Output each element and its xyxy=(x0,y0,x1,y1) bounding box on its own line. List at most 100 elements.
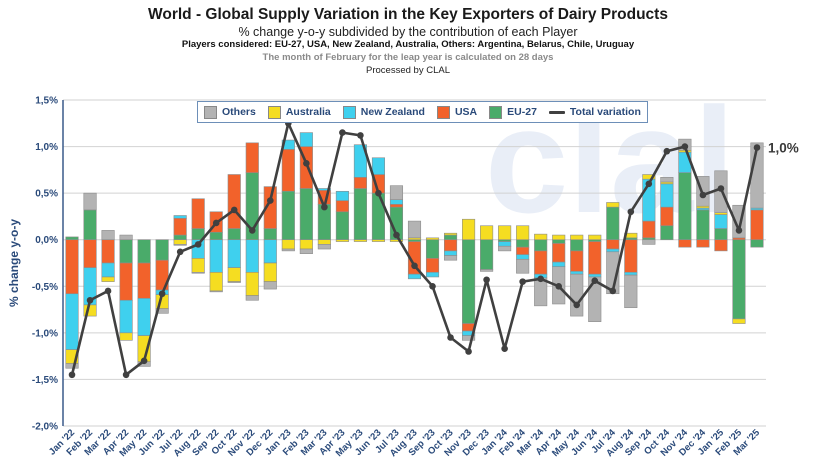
legend-item-usa[interactable]: USA xyxy=(436,105,478,119)
bar-others xyxy=(642,239,656,245)
total-variation-point xyxy=(303,160,310,167)
bar-australia xyxy=(516,225,530,241)
bar-others xyxy=(317,244,331,250)
bar-usa xyxy=(516,246,530,255)
bar-australia xyxy=(191,258,205,273)
bar-australia xyxy=(642,174,656,180)
total-variation-point xyxy=(176,248,184,256)
bar-others xyxy=(516,258,530,274)
total-variation-point xyxy=(375,189,382,197)
total-variation-point xyxy=(537,275,544,283)
legend-item-total-variation[interactable]: Total variation xyxy=(548,106,641,118)
total-variation-point xyxy=(483,276,490,284)
total-variation-point xyxy=(465,348,472,355)
bar-new-zealand xyxy=(173,215,187,219)
bar-eu-27 xyxy=(281,190,295,241)
bar-others xyxy=(570,273,584,317)
bar-others xyxy=(245,295,259,301)
bar-usa xyxy=(714,239,728,252)
total-variation-point xyxy=(357,132,364,139)
total-variation-point xyxy=(609,287,617,295)
bar-others xyxy=(209,290,223,293)
bar-new-zealand xyxy=(389,199,404,205)
total-variation-point xyxy=(393,231,400,239)
bar-australia xyxy=(335,239,349,242)
bar-new-zealand xyxy=(570,271,584,275)
bar-usa xyxy=(335,200,349,213)
legend-item-eu-27[interactable]: EU-27 xyxy=(489,105,537,119)
total-variation-point xyxy=(735,227,743,234)
bar-others xyxy=(191,272,205,274)
bar-eu-27 xyxy=(83,209,97,241)
legend-item-others[interactable]: Others xyxy=(204,105,256,119)
bar-usa xyxy=(65,239,79,295)
total-variation-point xyxy=(645,180,653,188)
total-variation-point xyxy=(663,147,671,155)
bar-eu-27 xyxy=(696,209,710,241)
bar-others xyxy=(498,245,512,252)
legend-label-total-variation: Total variation xyxy=(569,106,641,118)
bar-usa xyxy=(750,209,764,241)
legend-label-others: Others xyxy=(222,106,256,118)
bar-new-zealand xyxy=(660,183,674,208)
bar-new-zealand xyxy=(624,272,638,276)
y-tick-label: 0,0% xyxy=(35,235,58,246)
bar-usa xyxy=(389,204,404,208)
bar-new-zealand xyxy=(498,241,512,247)
bar-others xyxy=(227,281,241,283)
bar-usa xyxy=(191,198,205,229)
bar-australia xyxy=(119,332,133,341)
bar-eu-27 xyxy=(750,239,764,248)
bar-others xyxy=(299,248,313,254)
bar-eu-27 xyxy=(678,172,692,241)
legend-swatch-australia xyxy=(267,105,281,119)
legend-item-new-zealand[interactable]: New Zealand xyxy=(342,105,425,119)
bar-new-zealand xyxy=(101,262,115,278)
bar-australia xyxy=(371,239,386,242)
legend-label-usa: USA xyxy=(454,106,478,118)
total-variation-point xyxy=(104,287,112,295)
total-variation-point xyxy=(447,334,454,341)
bar-others xyxy=(389,185,404,200)
chart-legend: Others Australia New Zealand USA EU-27 T… xyxy=(197,101,648,123)
bar-new-zealand xyxy=(606,248,620,253)
bar-australia xyxy=(245,272,259,296)
bar-australia xyxy=(732,318,746,324)
y-tick-label: -1,0% xyxy=(32,328,58,339)
bar-usa xyxy=(245,142,259,173)
total-variation-point xyxy=(591,277,599,285)
bar-new-zealand xyxy=(443,250,458,256)
legend-swatch-new-zealand xyxy=(342,105,356,119)
bar-others xyxy=(281,248,295,252)
total-variation-point xyxy=(681,143,689,150)
bar-others xyxy=(443,255,458,261)
bar-eu-27 xyxy=(137,239,151,264)
bar-australia xyxy=(534,233,548,241)
y-axis-label: % change y-o-y xyxy=(7,219,21,307)
total-variation-point xyxy=(519,278,526,285)
y-tick-label: 1,0% xyxy=(35,142,58,153)
bar-usa xyxy=(642,220,656,239)
bar-eu-27 xyxy=(552,239,566,244)
bar-usa xyxy=(281,149,295,192)
bar-others xyxy=(155,308,169,314)
bar-usa xyxy=(588,241,602,275)
processed-by: Processed by CLAL xyxy=(366,65,450,76)
total-variation-point xyxy=(321,203,328,211)
y-tick-label: 0,5% xyxy=(35,189,58,200)
bar-new-zealand xyxy=(299,132,313,147)
bar-eu-27 xyxy=(714,228,728,241)
bar-new-zealand xyxy=(245,239,259,273)
bar-others xyxy=(83,192,97,211)
bar-usa xyxy=(173,217,187,236)
bar-eu-27 xyxy=(299,188,313,241)
bar-australia xyxy=(425,237,440,241)
legend-label-eu-27: EU-27 xyxy=(507,106,537,118)
bar-australia xyxy=(227,267,241,282)
total-variation-point xyxy=(212,219,220,227)
bar-australia xyxy=(389,239,404,242)
bar-australia xyxy=(480,225,494,241)
bar-others xyxy=(101,230,115,241)
chart-title: World - Global Supply Variation in the K… xyxy=(148,6,668,23)
legend-item-australia[interactable]: Australia xyxy=(267,105,331,119)
